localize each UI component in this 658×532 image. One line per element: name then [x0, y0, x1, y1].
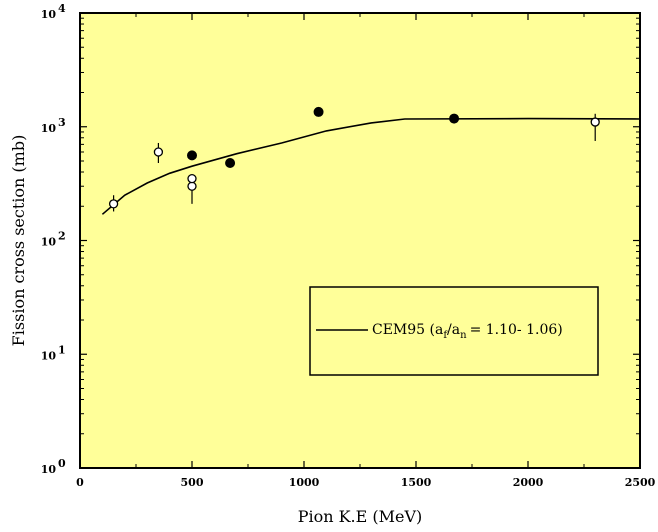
- data-point-filled: [225, 158, 236, 169]
- y-axis-label: Fission cross section (mb): [9, 135, 28, 347]
- x-tick-labels: 0 500 1000 1500 2000 2500: [76, 476, 655, 489]
- y-tick-label: 10: [41, 236, 57, 249]
- y-tick-exponent: 2: [58, 230, 66, 243]
- data-point-open: [187, 173, 197, 184]
- legend-suffix: = 1.10- 1.06): [470, 322, 563, 338]
- data-point-filled: [187, 150, 197, 161]
- legend-sub-n: n: [460, 330, 467, 341]
- y-tick-label: 10: [41, 8, 57, 21]
- x-tick-label: 2500: [625, 476, 656, 489]
- x-tick-label: 2000: [513, 476, 544, 489]
- legend: CEM95 (af/an = 1.10- 1.06): [309, 286, 599, 376]
- y-tick-exponent: 4: [58, 2, 66, 15]
- y-tick-exponent: 1: [58, 343, 66, 356]
- x-tick-label: 0: [76, 476, 84, 489]
- y-tick-exponent: 3: [58, 116, 66, 129]
- legend-label: CEM95 (af/an = 1.10- 1.06): [372, 322, 563, 341]
- data-point-open: [153, 147, 164, 157]
- legend-prefix: CEM95 (a: [372, 322, 443, 338]
- data-points: [108, 106, 600, 212]
- plot-area: [80, 13, 640, 468]
- data-point-filled: [313, 106, 324, 117]
- legend-sub-f: f: [443, 330, 448, 341]
- data-point-open: [590, 117, 600, 127]
- y-tick-label: 10: [41, 463, 57, 476]
- x-tick-label: 1000: [289, 476, 320, 489]
- legend-mid: /a: [447, 322, 460, 338]
- x-tick-label: 500: [181, 476, 204, 489]
- x-axis-label: Pion K.E (MeV): [298, 507, 423, 526]
- x-tick-label: 1500: [401, 476, 432, 489]
- data-point-filled: [449, 113, 460, 124]
- cem95-curve: [101, 117, 641, 215]
- data-point-open: [187, 181, 197, 191]
- y-tick-exponent: 0: [58, 457, 66, 470]
- y-tick-label: 10: [41, 349, 57, 362]
- y-tick-label: 10: [41, 122, 57, 135]
- data-point-open: [108, 199, 119, 209]
- legend-box: [309, 286, 599, 376]
- plot-frame: [79, 12, 641, 469]
